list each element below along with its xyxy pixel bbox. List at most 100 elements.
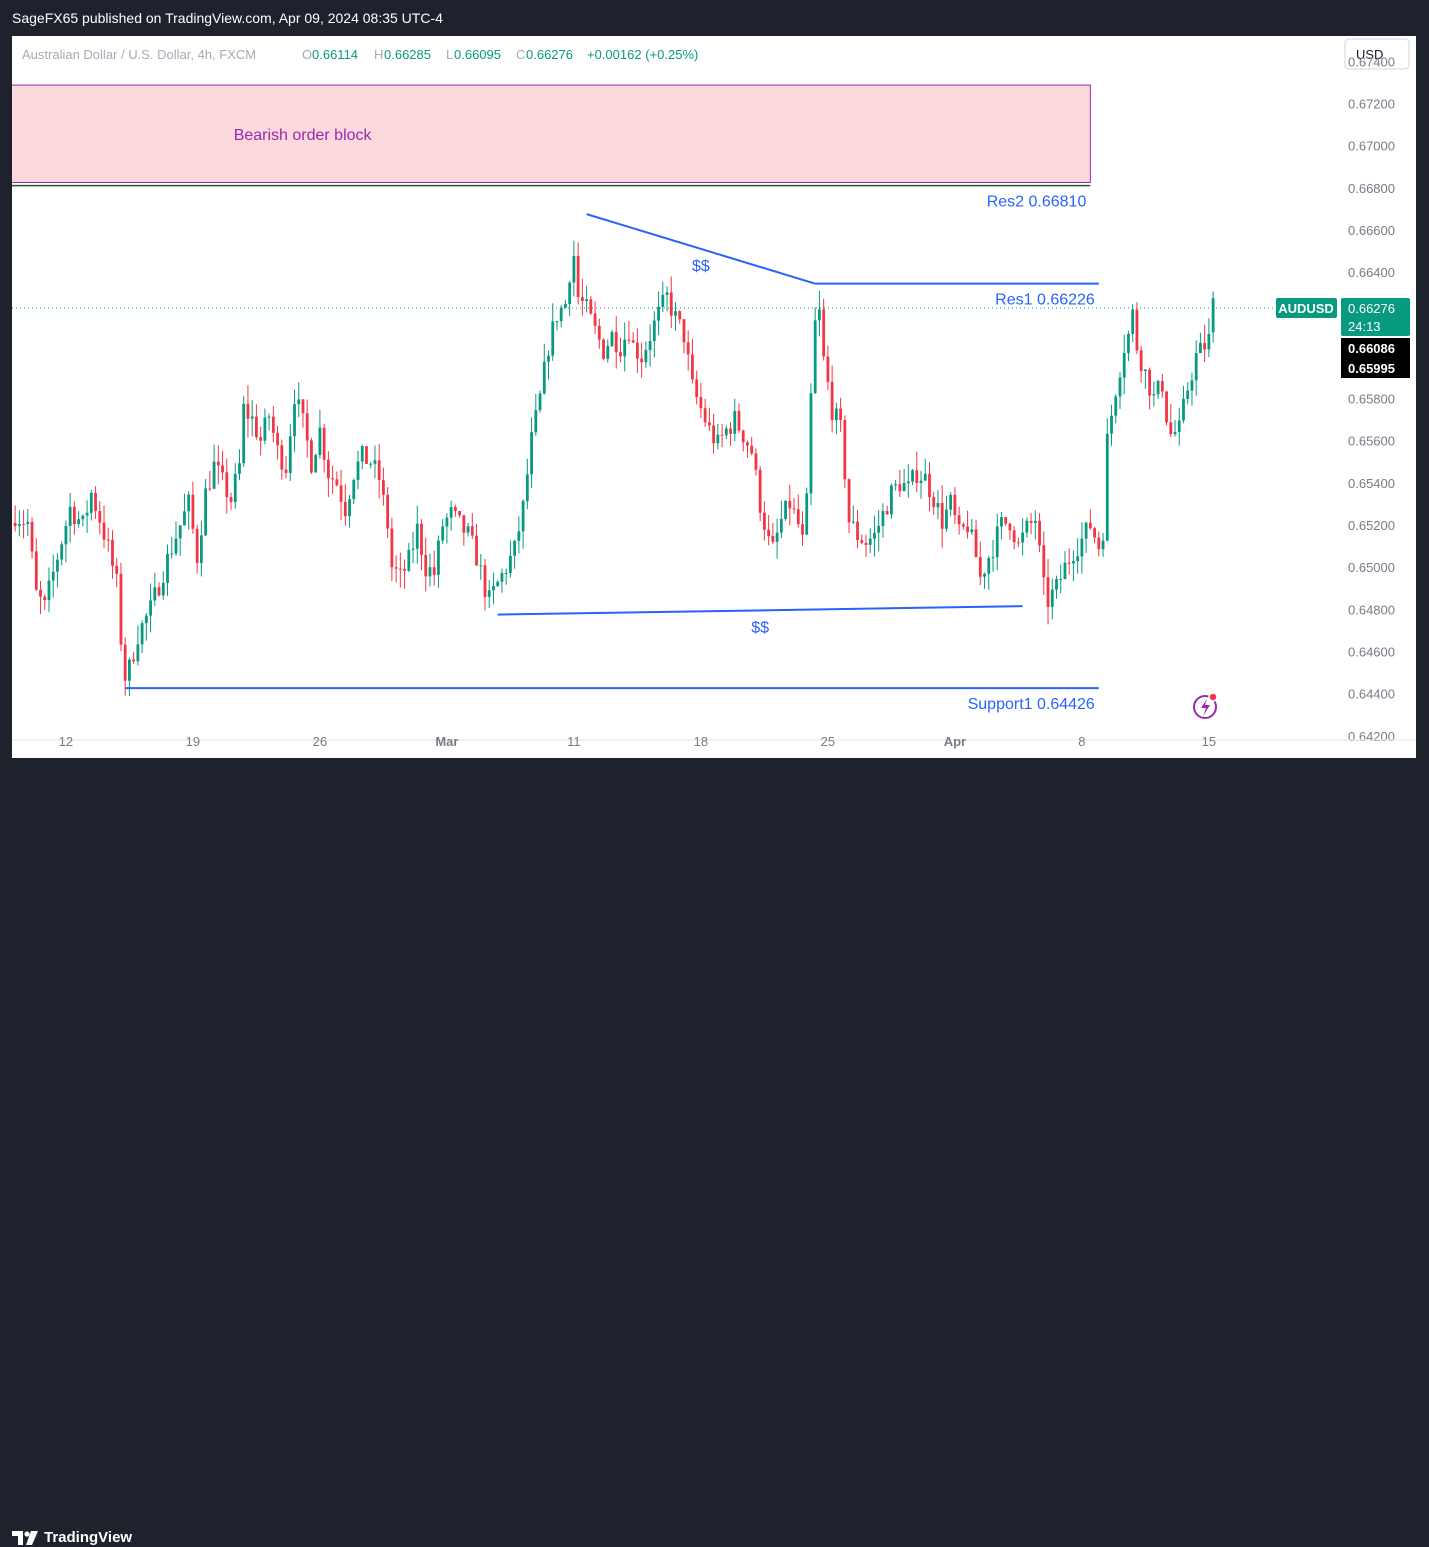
y-tick-label: 0.65200 (1348, 518, 1395, 533)
candle-body (873, 532, 876, 539)
marker-1-value: 0.66086 (1348, 341, 1395, 356)
candle-body (623, 339, 627, 357)
legend-o-value: 0.66114 (312, 47, 358, 62)
candle-body (398, 568, 402, 570)
candle-body (111, 539, 114, 566)
candle-body (652, 320, 656, 342)
candle-body (445, 517, 449, 527)
candle-body (326, 459, 330, 479)
candle-body (1199, 342, 1202, 354)
candle-body (449, 506, 453, 518)
candle-body (1143, 369, 1147, 371)
x-tick-label: 12 (59, 734, 73, 749)
candle-body (348, 498, 351, 517)
candle-body (17, 523, 21, 527)
candle-body (517, 531, 521, 541)
candle-body (1000, 517, 1003, 527)
candle-body (657, 306, 660, 321)
candle-body (834, 408, 838, 421)
candle-body (538, 393, 542, 411)
legend-o-label: O (302, 47, 312, 62)
candle-body (60, 544, 64, 560)
candle-body (551, 321, 555, 356)
candle-body (902, 483, 906, 492)
level-label: Support1 0.64426 (968, 696, 1095, 713)
candle-body (614, 332, 618, 353)
candle-body (932, 497, 936, 508)
candle-body (153, 587, 157, 601)
candle-body (695, 379, 699, 398)
brand-name: TradingView (44, 1529, 133, 1546)
candle-body (576, 255, 580, 298)
y-tick-label: 0.67400 (1348, 54, 1395, 69)
candle-body (991, 557, 995, 559)
candle-body (183, 511, 186, 526)
candle-body (648, 341, 652, 351)
legend-ohlc: O 0.66114 H 0.66285 L 0.66095 C 0.66276 … (302, 47, 698, 62)
candle-body (1186, 390, 1190, 399)
candle-body (267, 416, 271, 418)
candle-body (746, 442, 749, 446)
candle-body (1194, 353, 1198, 381)
last-price-value: 0.66276 (1348, 301, 1395, 316)
candle-body (1177, 420, 1181, 432)
candle-body (1148, 369, 1152, 396)
candle-body (936, 502, 940, 508)
candle-body (796, 509, 800, 525)
candle-body (204, 488, 208, 536)
candle-body (195, 528, 199, 564)
candle-body (974, 529, 978, 558)
time-axis: 12 19 26 Mar 11 18 25 Apr 8 15 (12, 734, 1416, 749)
y-tick-label: 0.64200 (1348, 729, 1395, 744)
candle-body (779, 518, 783, 533)
candle-body (466, 526, 470, 533)
candle-body (500, 572, 504, 582)
candle-body (1114, 396, 1118, 416)
x-tick-label: 19 (186, 734, 200, 749)
candle-body (1139, 350, 1143, 371)
y-tick-label: 0.66400 (1348, 265, 1395, 280)
candle-body (843, 419, 847, 480)
candle-body (961, 524, 965, 527)
legend-h-value: 0.66285 (384, 47, 431, 62)
candle-body (1093, 528, 1096, 538)
replay-icon[interactable] (1193, 692, 1218, 719)
candle-body (818, 309, 821, 321)
y-tick-label: 0.65600 (1348, 434, 1395, 449)
candle-body (559, 307, 563, 322)
candle-body (949, 494, 953, 510)
candle-body (792, 508, 796, 510)
candle-body (161, 582, 165, 596)
candle-body (47, 580, 51, 601)
candle-body (1025, 520, 1029, 533)
candle-body (860, 540, 864, 543)
candle-body (369, 463, 373, 465)
candle-body (479, 565, 483, 567)
price-axis-bg (1337, 36, 1416, 740)
candle-body (733, 410, 737, 434)
candle-body (928, 473, 931, 498)
candle-body (707, 422, 711, 426)
candle-body (85, 512, 89, 516)
price-chart[interactable]: Bearish order block Res2 0.66810 $$ Res1 0.… (12, 36, 1416, 758)
candle-body (665, 292, 669, 295)
candle-body (686, 342, 690, 355)
candle-body (801, 524, 804, 535)
candle-body (602, 339, 605, 359)
chart-area[interactable]: Bearish order block Res2 0.66810 $$ Res1 0.… (12, 36, 1416, 758)
candle-body (509, 555, 512, 573)
candle-body (627, 339, 631, 341)
candle-body (1207, 334, 1211, 350)
legend-l-value: 0.66095 (454, 47, 501, 62)
candle-body (1203, 342, 1207, 350)
candle-body (534, 410, 538, 433)
candle-body (906, 481, 910, 484)
currency-button[interactable] (1344, 38, 1410, 70)
candle-body (1101, 540, 1105, 550)
candle-body (271, 416, 275, 433)
candle-body (682, 319, 686, 343)
x-tick-label: 25 (821, 734, 835, 749)
candle-body (94, 493, 97, 512)
candle-body (729, 428, 732, 434)
candle-body (805, 493, 809, 535)
